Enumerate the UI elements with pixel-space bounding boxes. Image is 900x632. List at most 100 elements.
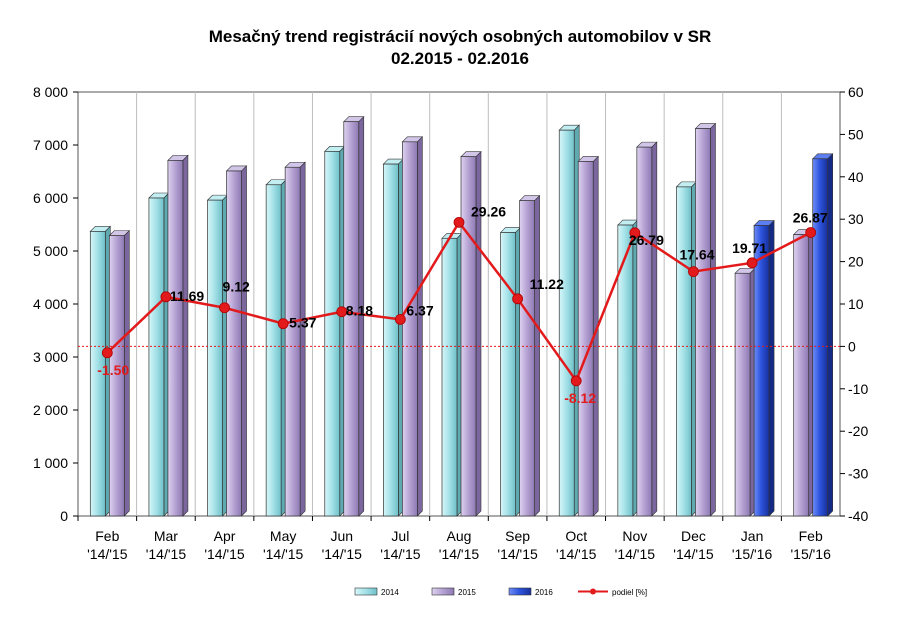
x-tick-label-month: Jul bbox=[391, 528, 409, 544]
y-right-tick-label: 40 bbox=[848, 169, 864, 185]
bar-2015 bbox=[343, 121, 360, 517]
x-tick-label-month: Oct bbox=[565, 528, 587, 544]
bar-2015 bbox=[695, 128, 711, 517]
bar-2015 bbox=[734, 272, 751, 517]
share-point bbox=[277, 318, 289, 330]
legend-label-2014: 2014 bbox=[381, 588, 399, 597]
share-data-label: 29.26 bbox=[471, 203, 506, 219]
bar-2015 bbox=[519, 200, 535, 517]
x-tick-label-years: '14/'15 bbox=[204, 546, 245, 562]
bar-side-2015 bbox=[651, 141, 658, 517]
x-tick-label-years: '14/'15 bbox=[673, 546, 714, 562]
x-tick-label-years: '14/'15 bbox=[322, 546, 363, 562]
x-tick-label-month: Sep bbox=[505, 528, 530, 544]
share-data-label: 26.79 bbox=[629, 232, 664, 248]
x-tick-label-month: Dec bbox=[681, 528, 706, 544]
y-right-tick-label: -30 bbox=[848, 466, 868, 482]
share-point bbox=[570, 375, 582, 387]
bar-2014 bbox=[265, 184, 282, 517]
bar-2014 bbox=[558, 129, 575, 517]
bar-2014 bbox=[148, 197, 165, 517]
bar-2016 bbox=[753, 225, 770, 517]
y-left-tick-label: 1 000 bbox=[33, 455, 68, 471]
bar-2015 bbox=[402, 141, 418, 517]
bar-2014 bbox=[383, 163, 399, 517]
y-left-tick-label: 8 000 bbox=[33, 84, 68, 100]
bar-2014 bbox=[617, 224, 634, 517]
x-tick-label-month: Aug bbox=[447, 528, 472, 544]
x-tick-label-years: '14/'15 bbox=[615, 546, 656, 562]
bar-side-2016 bbox=[827, 153, 833, 517]
x-tick-label-years: '15/'16 bbox=[732, 546, 773, 562]
share-point bbox=[805, 227, 817, 238]
y-right-tick-label: 30 bbox=[848, 211, 864, 227]
chart-title: Mesačný trend registrácií nových osobnýc… bbox=[209, 27, 712, 46]
legend-label-2016: 2016 bbox=[535, 588, 553, 597]
x-tick-label-years: '14/'15 bbox=[380, 546, 421, 562]
bar-2015 bbox=[636, 146, 653, 517]
bar-2014 bbox=[89, 231, 106, 517]
bar-2014 bbox=[441, 237, 458, 517]
y-left-tick-label: 2 000 bbox=[33, 402, 68, 418]
x-tick-label-month: Nov bbox=[622, 528, 647, 544]
x-tick-label-month: Apr bbox=[214, 528, 236, 544]
y-left-tick-label: 0 bbox=[60, 508, 68, 524]
y-right-tick-label: -40 bbox=[848, 508, 868, 524]
x-tick-label-years: '14/'15 bbox=[556, 546, 597, 562]
share-point bbox=[101, 347, 113, 359]
x-tick-label-years: '14/'15 bbox=[87, 546, 128, 562]
x-tick-label-month: Jun bbox=[330, 528, 353, 544]
y-right-tick-label: 50 bbox=[848, 126, 864, 142]
share-data-label: 8.18 bbox=[346, 303, 373, 319]
share-point bbox=[688, 266, 699, 278]
bar-2014 bbox=[676, 186, 692, 517]
bar-2015 bbox=[226, 170, 242, 517]
share-point bbox=[394, 313, 406, 325]
bar-side-2015 bbox=[710, 122, 716, 517]
x-tick-label-month: Mar bbox=[154, 528, 178, 544]
y-left-tick-label: 3 000 bbox=[33, 349, 68, 365]
bar-2014 bbox=[500, 232, 516, 517]
x-tick-label-years: '15/'16 bbox=[790, 546, 831, 562]
share-data-label: -1.50 bbox=[97, 362, 129, 378]
bar-2014 bbox=[324, 151, 341, 517]
y-left-tick-label: 7 000 bbox=[33, 137, 68, 153]
share-point bbox=[512, 293, 524, 305]
x-tick-label-month: May bbox=[270, 528, 296, 544]
bar-side-2015 bbox=[299, 161, 306, 517]
chart-subtitle: 02.2015 - 02.2016 bbox=[391, 49, 529, 68]
bar-side-2015 bbox=[241, 165, 247, 517]
y-right-tick-label: 0 bbox=[848, 338, 856, 354]
y-right-tick-label: 20 bbox=[848, 254, 864, 270]
share-point bbox=[453, 216, 465, 228]
bar-2015 bbox=[284, 166, 301, 517]
share-data-label: 11.22 bbox=[530, 276, 564, 292]
share-data-label: 19.71 bbox=[732, 240, 767, 256]
x-tick-label-years: '14/'15 bbox=[497, 546, 538, 562]
share-data-label: 5.37 bbox=[289, 315, 316, 331]
bar-2015 bbox=[167, 160, 184, 517]
share-point bbox=[629, 227, 641, 239]
share-data-label: 11.69 bbox=[170, 288, 204, 304]
bar-2015 bbox=[793, 234, 810, 517]
bar-side-2015 bbox=[417, 136, 423, 517]
y-right-tick-label: -10 bbox=[848, 381, 868, 397]
x-tick-label-years: '14/'15 bbox=[263, 546, 304, 562]
x-tick-label-month: Jan bbox=[741, 528, 764, 544]
bar-2014 bbox=[207, 199, 223, 517]
x-tick-label-years: '14/'15 bbox=[439, 546, 480, 562]
legend-marker-line bbox=[590, 588, 596, 595]
legend-label-2015: 2015 bbox=[458, 588, 476, 597]
y-left-tick-label: 6 000 bbox=[33, 190, 68, 206]
share-data-label: -8.12 bbox=[564, 390, 596, 406]
bar-side-2016 bbox=[768, 219, 775, 517]
share-point bbox=[219, 302, 230, 314]
bar-2015 bbox=[577, 161, 594, 517]
bar-side-2015 bbox=[182, 154, 189, 517]
y-right-tick-label: -20 bbox=[848, 423, 868, 439]
legend-label-line: podiel [%] bbox=[612, 588, 647, 597]
plot-area: 0 1 000 2 000 3 000 4 000 5 000 6 000 7 000 8 00… bbox=[33, 84, 868, 597]
x-tick-label-month: Feb bbox=[95, 528, 119, 544]
